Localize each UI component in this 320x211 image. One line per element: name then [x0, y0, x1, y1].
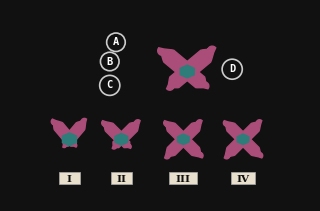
Polygon shape: [119, 120, 140, 141]
Polygon shape: [158, 48, 190, 74]
FancyBboxPatch shape: [231, 172, 255, 184]
Circle shape: [107, 33, 125, 51]
Polygon shape: [181, 137, 203, 158]
Polygon shape: [180, 65, 194, 78]
Text: II: II: [116, 175, 126, 184]
Polygon shape: [164, 121, 185, 141]
Polygon shape: [185, 46, 216, 74]
Polygon shape: [102, 121, 123, 141]
FancyBboxPatch shape: [59, 172, 80, 184]
Text: IV: IV: [236, 175, 250, 184]
Polygon shape: [241, 137, 263, 158]
Polygon shape: [164, 137, 185, 159]
Polygon shape: [68, 138, 77, 147]
Polygon shape: [112, 138, 123, 149]
Polygon shape: [120, 138, 131, 148]
Polygon shape: [167, 69, 189, 90]
Polygon shape: [223, 121, 245, 141]
Polygon shape: [62, 133, 76, 146]
Polygon shape: [181, 120, 202, 141]
FancyBboxPatch shape: [110, 172, 132, 184]
Polygon shape: [185, 69, 209, 89]
Text: A: A: [113, 37, 119, 47]
Polygon shape: [115, 134, 128, 145]
Polygon shape: [237, 134, 249, 145]
Text: C: C: [107, 80, 113, 90]
Text: I: I: [67, 175, 72, 184]
Circle shape: [100, 52, 119, 71]
Circle shape: [100, 75, 120, 95]
Circle shape: [222, 59, 242, 79]
Polygon shape: [241, 120, 262, 141]
Polygon shape: [224, 137, 245, 159]
Polygon shape: [63, 138, 71, 147]
Text: D: D: [229, 64, 235, 74]
Text: B: B: [107, 57, 113, 66]
Polygon shape: [68, 118, 86, 141]
Polygon shape: [51, 119, 72, 141]
Text: III: III: [176, 175, 191, 184]
FancyBboxPatch shape: [169, 172, 197, 184]
Polygon shape: [178, 134, 189, 145]
